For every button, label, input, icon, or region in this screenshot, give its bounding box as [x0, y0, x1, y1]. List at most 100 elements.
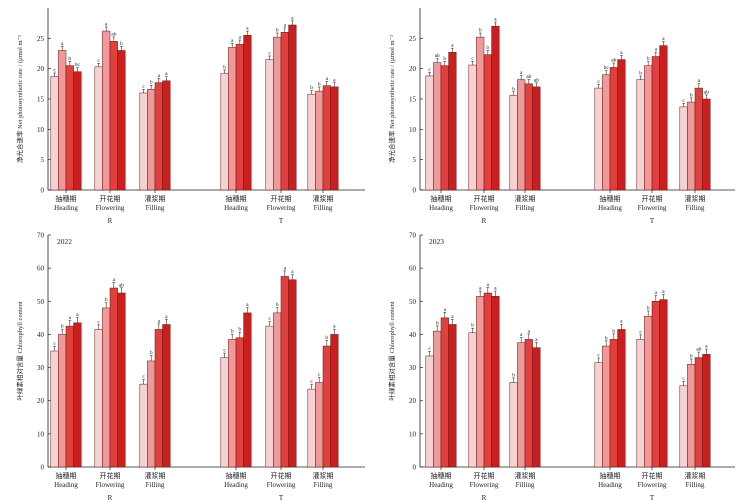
bar: [524, 339, 533, 468]
bar: [265, 325, 274, 468]
stage-label-en: Filling: [516, 204, 535, 212]
treatment-label: R: [482, 217, 487, 225]
stage-label-cn: 开花期: [271, 194, 292, 203]
significance-letter: a: [105, 21, 108, 27]
y-tick-label: 50: [37, 298, 45, 306]
stage-label-en: Flowering: [96, 204, 125, 212]
bar: [440, 65, 449, 191]
bar: [154, 329, 163, 468]
bar: [94, 66, 103, 191]
significance-letter: c: [310, 379, 313, 385]
stage-label-cn: 灌浆期: [685, 471, 706, 480]
treatment-label: T: [650, 494, 655, 500]
y-axis-label: 叶绿素相对含量 Chlorophyll content: [15, 301, 24, 400]
stage-label-en: Flowering: [470, 204, 499, 212]
stage-label-cn: 抽穗期: [431, 471, 452, 480]
significance-letter: a: [487, 282, 490, 288]
significance-letter: b: [479, 28, 482, 34]
bar: [220, 73, 229, 191]
bar: [162, 324, 171, 468]
bar: [315, 90, 324, 191]
stage-label-en: Heading: [598, 204, 622, 212]
significance-letter: c: [639, 329, 642, 335]
bar: [235, 44, 244, 191]
bar: [433, 330, 442, 468]
significance-letter: ab: [526, 74, 531, 80]
bar: [636, 79, 645, 191]
stage-label-en: Heading: [224, 204, 248, 212]
bar: [307, 93, 316, 191]
significance-letter: c: [97, 58, 100, 64]
bar: [50, 76, 59, 191]
bar: [491, 25, 500, 191]
y-tick-label: 70: [409, 232, 417, 240]
y-tick-label: 25: [409, 35, 417, 43]
stage-label-en: Flowering: [638, 204, 667, 212]
significance-letter: a: [158, 73, 161, 79]
bar: [139, 383, 148, 468]
significance-letter: a: [655, 47, 658, 53]
bar: [117, 50, 126, 191]
significance-letter: b: [486, 45, 489, 51]
bar: [532, 86, 541, 191]
bar: [139, 92, 148, 191]
bar: [94, 329, 103, 468]
significance-letter: b: [61, 324, 64, 330]
significance-letter: a: [333, 324, 336, 330]
y-tick-label: 50: [409, 298, 417, 306]
bar: [243, 312, 252, 468]
significance-letter: a: [246, 302, 249, 308]
stage-label-en: Filling: [146, 481, 165, 489]
stage-label-en: Flowering: [267, 204, 296, 212]
stage-label-en: Filling: [686, 204, 705, 212]
significance-letter: a: [326, 76, 329, 82]
bar: [651, 301, 660, 468]
stage-label-en: Heading: [54, 204, 78, 212]
y-tick-label: 10: [37, 430, 45, 438]
y-tick-label: 0: [41, 187, 45, 195]
y-tick-label: 0: [413, 187, 417, 195]
year-label: 2023: [429, 237, 444, 246]
significance-letter: b: [325, 335, 328, 341]
bar: [147, 89, 156, 191]
y-tick-label: 20: [37, 397, 45, 405]
significance-letter: a: [61, 41, 64, 47]
bar: [448, 324, 457, 468]
significance-letter: a: [451, 43, 454, 49]
significance-letter: b: [231, 329, 234, 335]
significance-letter: b: [512, 86, 515, 92]
bar: [102, 30, 111, 191]
significance-letter: c: [142, 374, 145, 380]
bar: [594, 87, 603, 191]
bar: [162, 80, 171, 191]
significance-letter: a: [535, 337, 538, 343]
stage-label-cn: 开花期: [271, 471, 292, 480]
stage-label-cn: 抽穗期: [600, 194, 621, 203]
bar: [154, 82, 163, 191]
bar: [524, 83, 533, 191]
significance-letter: ab: [119, 282, 124, 288]
y-tick-label: 15: [37, 96, 45, 104]
y-tick-label: 0: [413, 464, 417, 472]
y-tick-label: 30: [409, 364, 417, 372]
significance-letter: a: [494, 17, 497, 23]
significance-letter: ab: [435, 53, 440, 59]
bar: [476, 36, 485, 191]
significance-letter: a: [620, 50, 623, 56]
bar: [58, 334, 67, 468]
bar: [694, 357, 703, 468]
significance-letter: a: [284, 22, 287, 28]
significance-letter: b: [238, 327, 241, 333]
significance-letter: a: [520, 332, 523, 338]
significance-letter: a: [246, 26, 249, 32]
stage-label-cn: 抽穗期: [600, 471, 621, 480]
stage-label-cn: 灌浆期: [685, 194, 706, 203]
significance-letter: a: [655, 290, 658, 296]
bar: [288, 279, 297, 468]
significance-letter: b: [647, 305, 650, 311]
significance-letter: a: [451, 314, 454, 320]
y-tick-label: 30: [37, 364, 45, 372]
treatment-label: T: [279, 494, 284, 500]
bar: [448, 52, 457, 191]
